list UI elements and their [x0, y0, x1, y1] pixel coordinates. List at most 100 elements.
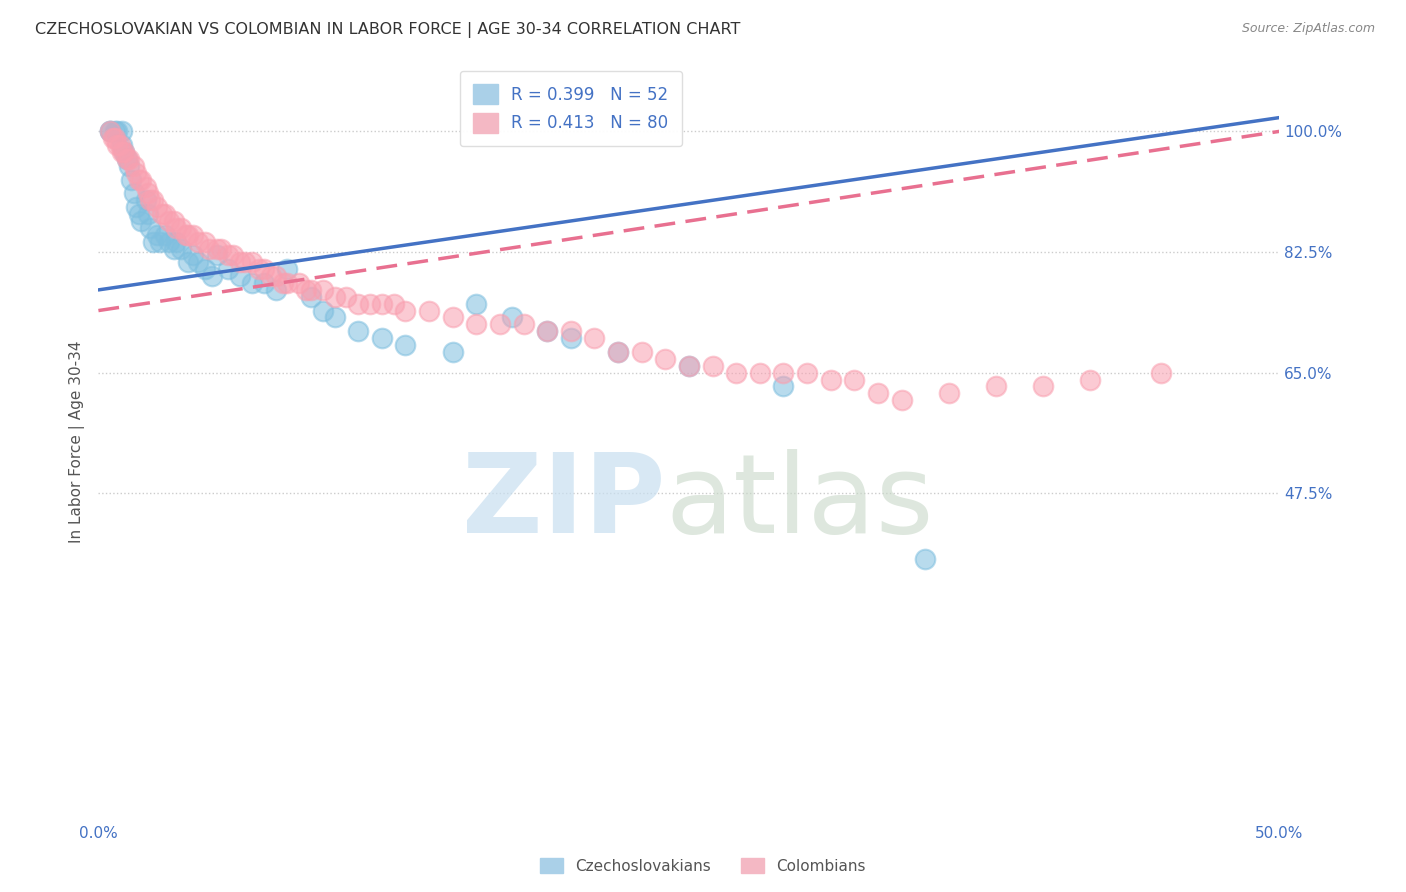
Point	[607, 345, 630, 359]
Point	[1080, 372, 1102, 386]
Point	[163, 242, 186, 256]
Legend: R = 0.399   N = 52, R = 0.413   N = 80: R = 0.399 N = 52, R = 0.413 N = 80	[460, 70, 682, 146]
Point	[139, 220, 162, 235]
Point	[288, 276, 311, 290]
Point	[253, 262, 276, 277]
Point	[104, 124, 127, 138]
Point	[702, 359, 724, 373]
Point	[122, 186, 145, 201]
Point	[118, 152, 141, 166]
Point	[844, 372, 866, 386]
Point	[772, 366, 794, 380]
Point	[170, 242, 193, 256]
Point	[104, 131, 127, 145]
Point	[748, 366, 770, 380]
Point	[163, 214, 186, 228]
Point	[465, 318, 488, 332]
Point	[115, 152, 138, 166]
Point	[98, 124, 121, 138]
Point	[820, 372, 842, 386]
Point	[128, 207, 150, 221]
Point	[121, 172, 143, 186]
Point	[347, 324, 370, 338]
Point	[181, 248, 204, 262]
Point	[914, 551, 936, 566]
Legend: Czechoslovakians, Colombians: Czechoslovakians, Colombians	[534, 852, 872, 880]
Point	[536, 324, 558, 338]
Point	[253, 276, 276, 290]
Point	[222, 248, 245, 262]
Point	[512, 318, 534, 332]
Text: ZIP: ZIP	[463, 449, 665, 556]
Point	[194, 235, 217, 249]
Point	[115, 152, 138, 166]
Point	[299, 290, 322, 304]
Point	[772, 379, 794, 393]
Point	[142, 194, 165, 208]
Point	[233, 255, 256, 269]
Point	[165, 220, 187, 235]
Point	[247, 262, 270, 277]
Point	[135, 194, 157, 208]
Point	[630, 345, 652, 359]
Point	[335, 290, 357, 304]
Point	[217, 248, 239, 262]
Point	[536, 324, 558, 338]
Point	[157, 235, 180, 249]
Point	[125, 200, 148, 214]
Point	[157, 214, 180, 228]
Point	[276, 262, 298, 277]
Point	[382, 296, 405, 310]
Point	[489, 318, 512, 332]
Text: CZECHOSLOVAKIAN VS COLOMBIAN IN LABOR FORCE | AGE 30-34 CORRELATION CHART: CZECHOSLOVAKIAN VS COLOMBIAN IN LABOR FO…	[35, 22, 741, 38]
Point	[128, 172, 150, 186]
Text: Source: ZipAtlas.com: Source: ZipAtlas.com	[1241, 22, 1375, 36]
Point	[112, 145, 135, 159]
Point	[146, 227, 169, 242]
Point	[678, 359, 700, 373]
Point	[271, 276, 294, 290]
Point	[209, 242, 232, 256]
Point	[170, 220, 193, 235]
Point	[98, 124, 121, 138]
Point	[984, 379, 1007, 393]
Point	[112, 145, 135, 159]
Point	[441, 310, 464, 325]
Point	[501, 310, 523, 325]
Point	[105, 124, 128, 138]
Point	[938, 386, 960, 401]
Point	[205, 248, 228, 262]
Point	[149, 235, 172, 249]
Point	[607, 345, 630, 359]
Point	[111, 145, 134, 159]
Point	[139, 194, 162, 208]
Point	[150, 207, 173, 221]
Point	[583, 331, 606, 345]
Point	[229, 255, 252, 269]
Point	[108, 138, 131, 153]
Point	[1032, 379, 1054, 393]
Point	[105, 138, 128, 153]
Point	[323, 310, 346, 325]
Point	[890, 393, 912, 408]
Point	[181, 227, 204, 242]
Point	[394, 338, 416, 352]
Point	[177, 227, 200, 242]
Point	[240, 276, 263, 290]
Point	[122, 159, 145, 173]
Point	[654, 351, 676, 366]
Point	[299, 283, 322, 297]
Point	[295, 283, 318, 297]
Point	[418, 303, 440, 318]
Point	[174, 227, 197, 242]
Point	[217, 262, 239, 277]
Text: atlas: atlas	[665, 449, 934, 556]
Point	[866, 386, 889, 401]
Point	[560, 331, 582, 345]
Point	[187, 235, 209, 249]
Point	[725, 366, 748, 380]
Point	[312, 303, 335, 318]
Point	[264, 283, 287, 297]
Point	[359, 296, 381, 310]
Point	[98, 124, 121, 138]
